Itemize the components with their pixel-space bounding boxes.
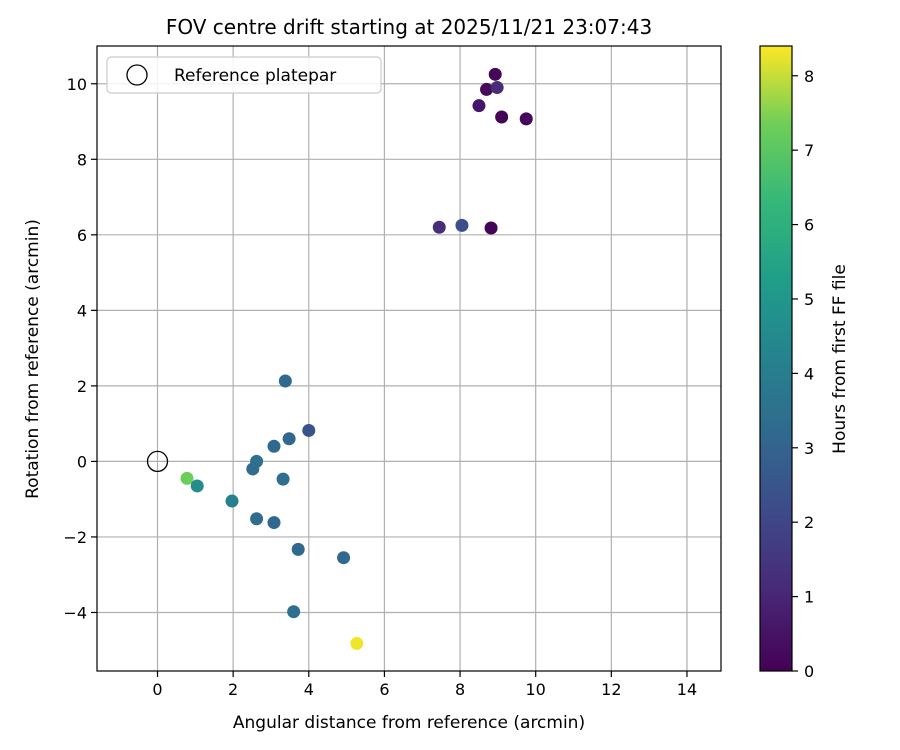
colorbar-tick-label: 8	[804, 67, 814, 86]
y-tick-label: 4	[77, 301, 87, 320]
data-point	[291, 542, 305, 556]
data-point	[495, 110, 509, 124]
y-axis-label: Rotation from reference (arcmin)	[23, 219, 43, 499]
colorbar-tick-label: 0	[804, 662, 814, 681]
y-tick-label: −4	[63, 603, 87, 622]
colorbar-tick-label: 1	[804, 588, 814, 607]
data-point	[488, 67, 502, 81]
colorbar-tick-label: 5	[804, 290, 814, 309]
legend-label-reference: Reference platepar	[174, 66, 336, 86]
x-tick-label: 14	[677, 680, 697, 699]
axis-ticks: 0 2 4 6 8 10 12 14 −4 −2 0 2 4 6 8 10	[63, 75, 697, 699]
colorbar-tick-label: 2	[804, 513, 814, 532]
data-point	[246, 462, 260, 476]
data-point	[180, 471, 194, 485]
y-tick-label: 0	[77, 452, 87, 471]
data-point	[350, 636, 364, 650]
data-point	[190, 479, 204, 493]
data-point	[484, 221, 498, 235]
x-tick-label: 4	[304, 680, 314, 699]
colorbar: 0 1 2 3 4 5 6 7 8 Hours from first FF file	[759, 45, 850, 681]
y-tick-label: 10	[67, 75, 87, 94]
x-tick-label: 12	[601, 680, 621, 699]
data-point	[519, 112, 533, 126]
data-point	[472, 99, 486, 113]
data-point	[282, 432, 296, 446]
legend-marker-reference	[126, 64, 148, 86]
data-point	[250, 512, 264, 526]
data-point	[432, 220, 446, 234]
grid	[97, 46, 721, 671]
colorbar-label: Hours from first FF file	[830, 264, 850, 454]
colorbar-gradient	[759, 45, 793, 672]
x-tick-label: 0	[152, 680, 162, 699]
y-tick-label: −2	[63, 528, 87, 547]
y-tick-label: 8	[77, 150, 87, 169]
colorbar-tick-label: 7	[804, 141, 814, 160]
x-axis-label: Angular distance from reference (arcmin)	[233, 713, 585, 733]
colorbar-tick-label: 6	[804, 216, 814, 235]
legend-box	[106, 56, 382, 94]
data-points	[146, 67, 533, 650]
colorbar-tick-label: 4	[804, 364, 814, 383]
data-point	[455, 218, 469, 232]
y-tick-label: 6	[77, 226, 87, 245]
reference-marker	[146, 450, 169, 473]
data-point	[276, 472, 290, 486]
x-tick-label: 8	[455, 680, 465, 699]
x-tick-label: 6	[379, 680, 389, 699]
legend: Reference platepar	[106, 56, 382, 94]
data-point	[278, 374, 292, 388]
data-point	[267, 439, 281, 453]
data-point	[302, 423, 316, 437]
data-point	[480, 82, 494, 96]
colorbar-ticks: 0 1 2 3 4 5 6 7 8	[792, 67, 814, 681]
data-point	[490, 81, 504, 95]
y-tick-label: 2	[77, 377, 87, 396]
colorbar-tick-label: 3	[804, 439, 814, 458]
data-point	[225, 494, 239, 508]
data-point	[267, 516, 281, 530]
data-point	[287, 605, 301, 619]
x-tick-label: 2	[228, 680, 238, 699]
x-tick-label: 10	[526, 680, 546, 699]
plot-frame	[96, 45, 722, 672]
chart-title: FOV centre drift starting at 2025/11/21 …	[166, 15, 652, 39]
data-point	[337, 551, 351, 565]
